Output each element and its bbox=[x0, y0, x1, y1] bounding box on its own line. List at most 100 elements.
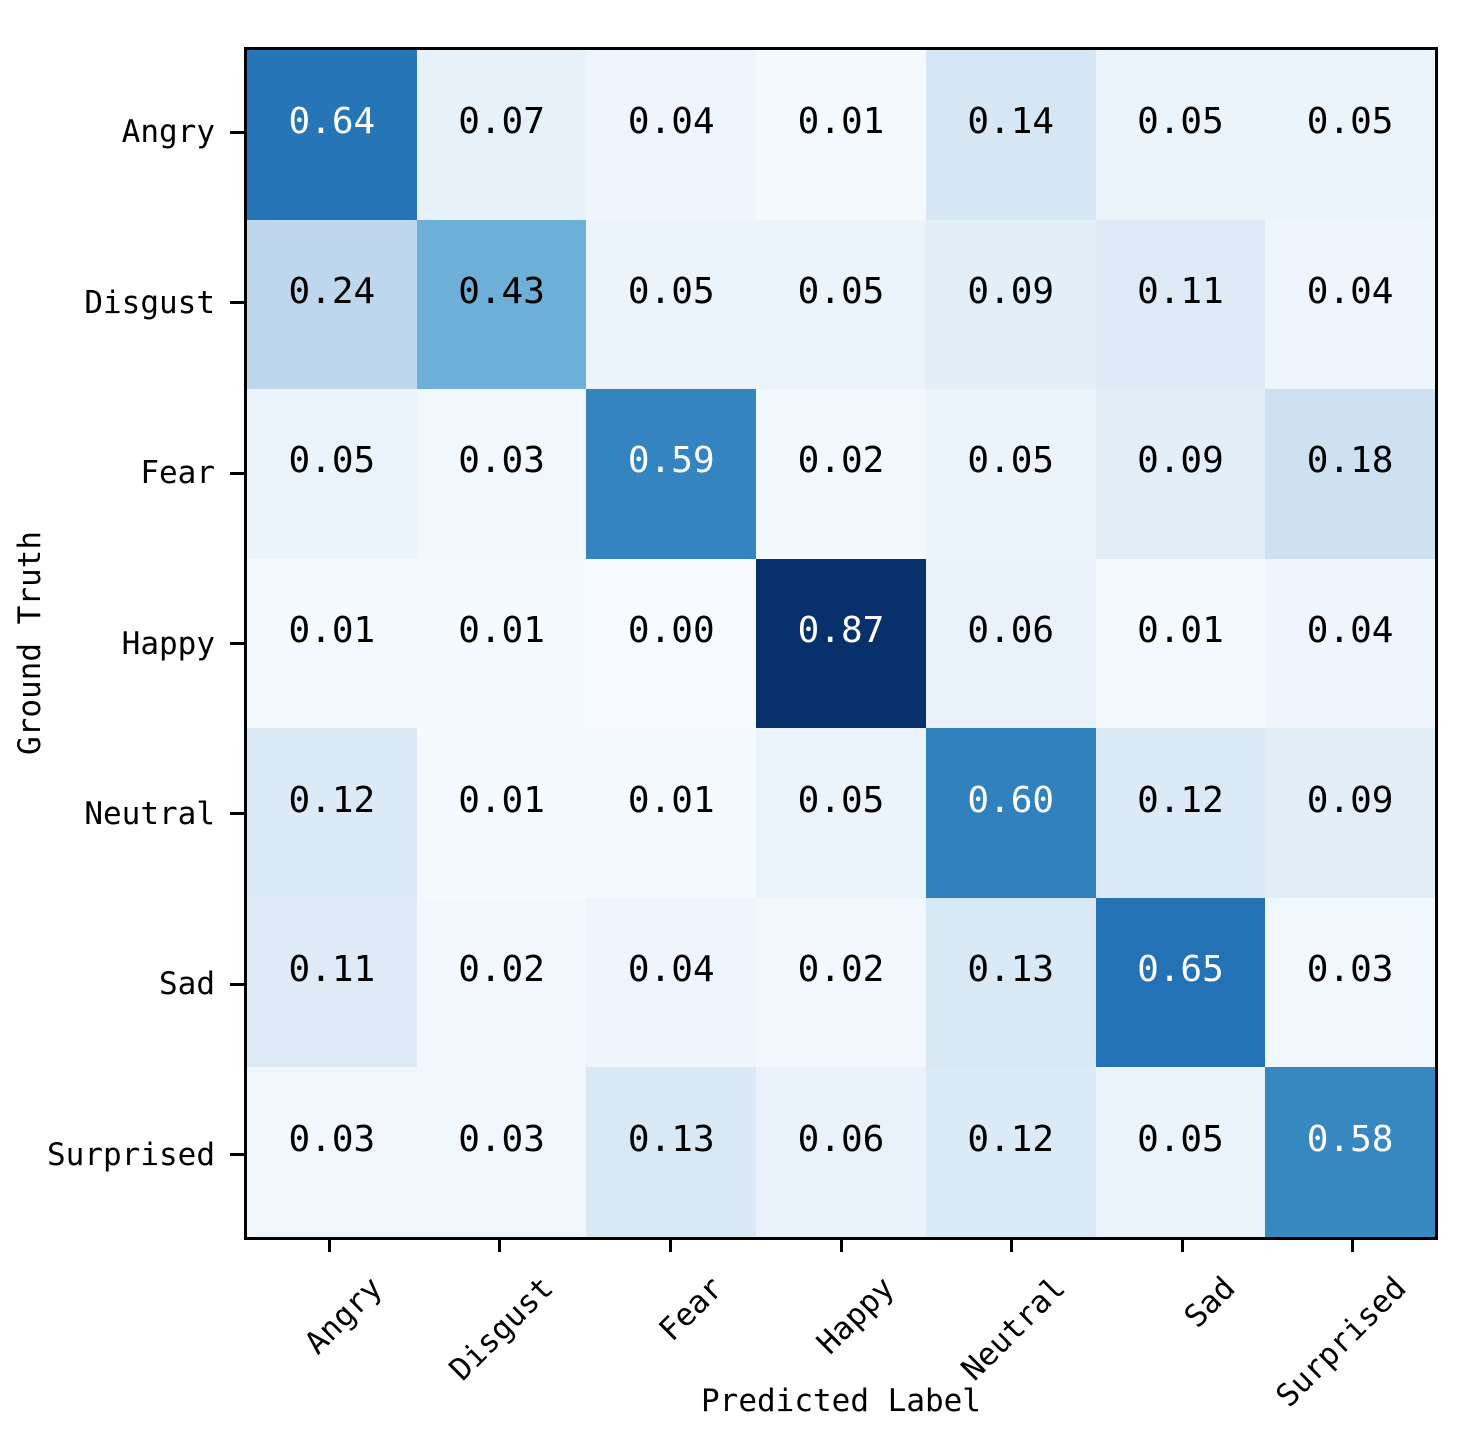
cell-happy-fear: 0.00 bbox=[586, 558, 757, 729]
cell-value: 0.24 bbox=[288, 270, 376, 312]
y-tick-happy bbox=[230, 642, 244, 645]
cell-value: 0.09 bbox=[1137, 440, 1224, 482]
cell-neutral-sad: 0.12 bbox=[1095, 728, 1266, 898]
cell-angry-surprised: 0.05 bbox=[1265, 50, 1435, 220]
cell-fear-neutral: 0.05 bbox=[925, 389, 1096, 559]
x-tick-label-surprised: Surprised bbox=[1268, 1270, 1414, 1415]
cell-happy-surprised: 0.04 bbox=[1265, 558, 1435, 729]
cell-value: 0.05 bbox=[627, 270, 715, 312]
cell-neutral-fear: 0.01 bbox=[586, 728, 757, 898]
cell-value: 0.12 bbox=[1137, 779, 1224, 821]
cell-value: 0.59 bbox=[627, 440, 715, 482]
cell-value: 0.64 bbox=[288, 101, 376, 143]
cell-happy-disgust: 0.01 bbox=[416, 558, 587, 729]
x-tick-neutral bbox=[1010, 1240, 1014, 1252]
y-tick-sad bbox=[230, 982, 244, 986]
cell-value: 0.01 bbox=[288, 609, 376, 651]
cell-fear-sad: 0.09 bbox=[1095, 389, 1266, 559]
cell-value: 0.12 bbox=[288, 779, 376, 821]
cell-angry-disgust: 0.07 bbox=[416, 50, 587, 220]
cell-disgust-neutral: 0.09 bbox=[925, 219, 1096, 390]
cell-value: 0.01 bbox=[458, 609, 545, 651]
x-tick-happy bbox=[839, 1240, 843, 1252]
cell-neutral-surprised: 0.09 bbox=[1265, 728, 1435, 898]
cell-angry-happy: 0.01 bbox=[756, 50, 926, 220]
cell-fear-disgust: 0.03 bbox=[416, 389, 587, 559]
cell-neutral-happy: 0.05 bbox=[756, 728, 926, 898]
cell-happy-neutral: 0.06 bbox=[925, 558, 1096, 729]
y-tick-label-neutral: Neutral bbox=[84, 795, 215, 832]
y-tick-fear bbox=[230, 471, 244, 475]
cell-value: 0.02 bbox=[797, 949, 885, 991]
cell-value: 0.07 bbox=[458, 101, 545, 143]
x-tick-fear bbox=[668, 1240, 672, 1252]
cell-sad-neutral: 0.13 bbox=[925, 897, 1096, 1068]
x-tick-sad bbox=[1180, 1240, 1184, 1252]
cell-disgust-sad: 0.11 bbox=[1095, 219, 1266, 390]
cell-disgust-fear: 0.05 bbox=[586, 219, 757, 390]
y-tick-angry bbox=[230, 130, 244, 134]
cell-value: 0.12 bbox=[967, 1118, 1055, 1160]
cell-value: 0.11 bbox=[288, 949, 376, 991]
cell-neutral-angry: 0.12 bbox=[247, 728, 417, 898]
y-tick-label-sad: Sad bbox=[159, 966, 215, 1003]
cell-value: 0.01 bbox=[1137, 609, 1224, 651]
cell-value: 0.05 bbox=[797, 779, 885, 821]
cell-value: 0.05 bbox=[1137, 101, 1224, 143]
x-tick-disgust bbox=[498, 1240, 502, 1252]
cell-disgust-disgust: 0.43 bbox=[416, 219, 587, 390]
cell-value: 0.05 bbox=[1306, 101, 1394, 143]
cell-value: 0.14 bbox=[967, 101, 1055, 143]
cell-value: 0.18 bbox=[1306, 440, 1394, 482]
y-tick-neutral bbox=[230, 812, 244, 816]
cell-value: 0.01 bbox=[627, 779, 715, 821]
cell-value: 0.09 bbox=[967, 270, 1055, 312]
cell-value: 0.87 bbox=[797, 609, 885, 651]
cell-happy-sad: 0.01 bbox=[1095, 558, 1266, 729]
cell-value: 0.01 bbox=[458, 779, 545, 821]
cell-happy-happy: 0.87 bbox=[756, 558, 926, 729]
cell-surprised-happy: 0.06 bbox=[756, 1067, 926, 1237]
cell-happy-angry: 0.01 bbox=[247, 558, 417, 729]
y-tick-label-disgust: Disgust bbox=[84, 284, 215, 321]
cell-value: 0.05 bbox=[1137, 1118, 1224, 1160]
cell-fear-surprised: 0.18 bbox=[1265, 389, 1435, 559]
cell-value: 0.06 bbox=[967, 609, 1055, 651]
cell-neutral-disgust: 0.01 bbox=[416, 728, 587, 898]
cell-disgust-angry: 0.24 bbox=[247, 219, 417, 390]
cell-value: 0.06 bbox=[797, 1118, 885, 1160]
cell-value: 0.04 bbox=[1306, 609, 1394, 651]
cell-value: 0.03 bbox=[458, 440, 545, 482]
cell-surprised-sad: 0.05 bbox=[1095, 1067, 1266, 1237]
cell-surprised-disgust: 0.03 bbox=[416, 1067, 587, 1237]
cell-value: 0.05 bbox=[797, 270, 885, 312]
cell-value: 0.13 bbox=[627, 1118, 715, 1160]
y-tick-surprised bbox=[230, 1153, 244, 1157]
cell-angry-fear: 0.04 bbox=[586, 50, 757, 220]
cell-value: 0.58 bbox=[1306, 1118, 1394, 1160]
x-axis-title: Predicted Label bbox=[701, 1383, 981, 1419]
cell-value: 0.03 bbox=[288, 1118, 376, 1160]
cell-fear-happy: 0.02 bbox=[756, 389, 926, 559]
cell-sad-fear: 0.04 bbox=[586, 897, 757, 1068]
cell-neutral-neutral: 0.60 bbox=[925, 728, 1096, 898]
cell-sad-disgust: 0.02 bbox=[416, 897, 587, 1068]
cell-angry-sad: 0.05 bbox=[1095, 50, 1266, 220]
cell-value: 0.65 bbox=[1137, 949, 1224, 991]
cell-angry-neutral: 0.14 bbox=[925, 50, 1096, 220]
cell-value: 0.01 bbox=[797, 101, 885, 143]
y-tick-label-angry: Angry bbox=[121, 114, 215, 151]
cell-surprised-surprised: 0.58 bbox=[1265, 1067, 1435, 1237]
cell-value: 0.03 bbox=[458, 1118, 545, 1160]
cell-value: 0.00 bbox=[627, 609, 715, 651]
cell-surprised-angry: 0.03 bbox=[247, 1067, 417, 1237]
x-tick-angry bbox=[327, 1240, 331, 1252]
x-tick-label-angry: Angry bbox=[298, 1270, 390, 1362]
cell-value: 0.43 bbox=[458, 270, 545, 312]
cell-value: 0.11 bbox=[1137, 270, 1224, 312]
cell-sad-angry: 0.11 bbox=[247, 897, 417, 1068]
y-tick-label-happy: Happy bbox=[121, 625, 215, 662]
cell-value: 0.05 bbox=[967, 440, 1055, 482]
cell-value: 0.05 bbox=[288, 440, 376, 482]
